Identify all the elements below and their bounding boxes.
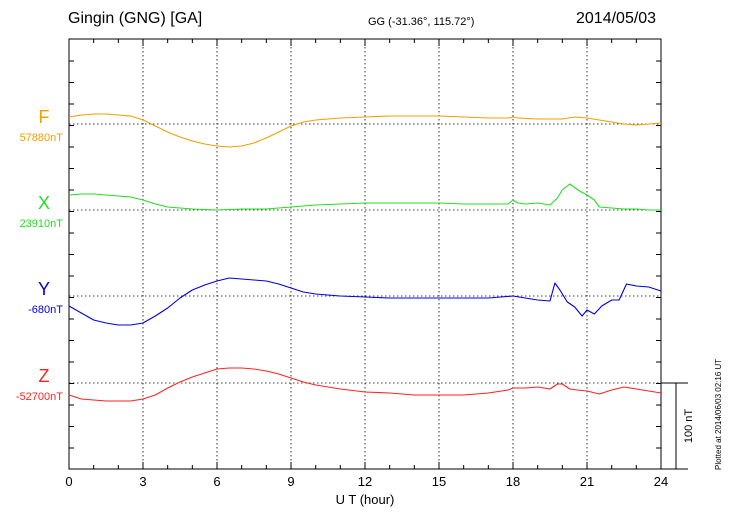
axis-ticks bbox=[68, 39, 662, 469]
series-line-f bbox=[68, 113, 662, 148]
chart-grid bbox=[69, 39, 661, 469]
x-axis-label: U T (hour) bbox=[336, 492, 395, 507]
series-line-y bbox=[68, 277, 662, 326]
series-baseline-label-x: 23910nT bbox=[20, 218, 64, 230]
x-tick-label: 0 bbox=[65, 474, 72, 489]
x-tick-label: 18 bbox=[506, 474, 520, 489]
x-tick-label: 12 bbox=[358, 474, 372, 489]
x-tick-label: 21 bbox=[580, 474, 594, 489]
station-title: Gingin (GNG) [GA] bbox=[68, 10, 203, 27]
series-name-x: X bbox=[38, 193, 50, 213]
scale-bar-label: 100 nT bbox=[683, 409, 695, 444]
x-tick-label: 3 bbox=[139, 474, 146, 489]
series-name-y: Y bbox=[38, 279, 50, 299]
x-tick-label: 6 bbox=[213, 474, 220, 489]
series-group bbox=[68, 113, 662, 402]
x-tick-label: 9 bbox=[287, 474, 294, 489]
scale-bar: 100 nT bbox=[661, 382, 695, 470]
series-name-z: Z bbox=[39, 366, 50, 386]
chart-date: 2014/05/03 bbox=[576, 10, 657, 27]
x-tick-label: 15 bbox=[432, 474, 446, 489]
x-tick-label: 24 bbox=[654, 474, 668, 489]
series-baseline-label-y: -680nT bbox=[28, 304, 63, 316]
series-name-f: F bbox=[39, 107, 50, 127]
station-coordinates: GG (-31.36°, 115.72°) bbox=[368, 16, 475, 28]
series-baseline-label-f: 57880nT bbox=[20, 132, 64, 144]
series-line-z bbox=[68, 367, 662, 402]
series-baseline-label-z: -52700nT bbox=[16, 391, 63, 403]
axis-labels: 0 3 6 9 12 15 18 21 24 U T (hour) F 57880nT X 23910nT… bbox=[16, 107, 668, 507]
series-line-x bbox=[68, 183, 661, 211]
